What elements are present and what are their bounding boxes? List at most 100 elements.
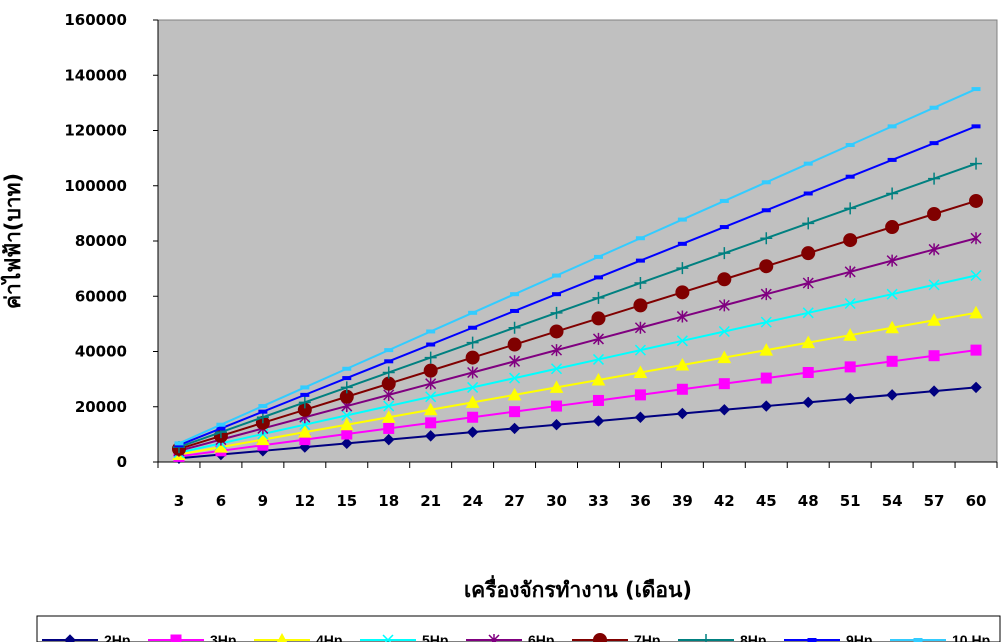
legend-label: 10 Hp (952, 632, 990, 642)
data-point (509, 372, 521, 384)
data-point (509, 406, 521, 418)
data-point (634, 344, 646, 356)
data-point (170, 634, 182, 642)
data-point (885, 320, 899, 334)
data-point (550, 363, 563, 375)
x-tick-label: 57 (924, 492, 945, 510)
y-tick-label: 120000 (64, 122, 127, 140)
data-point (886, 355, 898, 367)
data-point (592, 353, 605, 365)
y-tick-label: 0 (117, 453, 127, 471)
data-point (507, 337, 522, 352)
data-point (801, 246, 816, 261)
data-point (591, 311, 606, 326)
data-point (551, 400, 563, 412)
data-point (550, 306, 563, 319)
x-axis-title: เครื่องจักรทำงาน (เดือน) (464, 574, 692, 602)
data-point (886, 288, 898, 300)
data-point (339, 417, 354, 431)
x-tick-label: 3 (174, 492, 184, 510)
data-point (507, 387, 522, 401)
y-tick-label: 20000 (75, 398, 127, 416)
data-point (718, 299, 730, 312)
data-point (342, 366, 352, 371)
x-tick-label: 33 (588, 492, 609, 510)
series-line (178, 311, 977, 456)
series-line (178, 349, 977, 458)
data-point (510, 308, 520, 313)
legend-item: 4Hp (254, 632, 342, 642)
legend-item: 6Hp (466, 632, 554, 642)
data-point (803, 161, 813, 166)
data-point (256, 432, 270, 446)
data-point (216, 422, 226, 427)
data-point (426, 329, 436, 334)
data-point (845, 143, 855, 148)
data-point (552, 273, 562, 278)
data-point (885, 220, 900, 235)
x-tick-label: 27 (504, 492, 525, 510)
series-6hp (173, 232, 982, 457)
x-tick-label: 6 (216, 492, 226, 510)
data-point (591, 372, 606, 386)
data-point (760, 232, 773, 245)
data-point (927, 313, 941, 326)
data-point (383, 433, 395, 446)
y-tick-label: 40000 (75, 343, 127, 361)
series-line (178, 88, 977, 445)
data-point (508, 422, 521, 435)
data-point (969, 305, 983, 319)
data-point (802, 276, 814, 289)
data-point (676, 383, 688, 395)
data-point (384, 348, 394, 353)
data-point (174, 441, 184, 446)
data-point (258, 409, 268, 414)
x-tick-label: 18 (378, 492, 399, 510)
legend-item: 5Hp (360, 632, 448, 642)
x-tick-label: 12 (294, 492, 315, 510)
x-tick-label: 30 (546, 492, 567, 510)
data-point (802, 366, 814, 378)
data-point (928, 243, 940, 256)
series-5hp (173, 270, 982, 459)
data-point (676, 407, 689, 420)
data-point (508, 321, 521, 334)
data-point (633, 365, 648, 378)
data-point (593, 633, 607, 642)
data-point (844, 265, 856, 278)
data-point (425, 417, 437, 429)
legend: 2Hp 3Hp 4Hp 5Hp 6Hp 7Hp 8Hp 9Hp 10 Hp (42, 632, 990, 642)
data-point (634, 321, 646, 334)
data-point (929, 141, 939, 146)
data-point (675, 285, 690, 300)
y-tick-label: 80000 (75, 232, 127, 250)
data-point (381, 410, 396, 423)
data-point (844, 361, 856, 373)
data-point (635, 258, 645, 263)
data-point (634, 276, 647, 289)
legend-item: 3Hp (148, 632, 236, 642)
data-point (676, 310, 688, 323)
data-point (970, 344, 982, 356)
data-point (258, 404, 268, 409)
data-point (759, 259, 774, 274)
data-point (807, 638, 817, 642)
data-point (928, 350, 940, 362)
y-axis-title: ค่าไฟฟ้า(บาท) (0, 173, 25, 309)
data-point (300, 392, 310, 397)
data-point (383, 422, 395, 434)
legend-label: 8Hp (740, 632, 766, 642)
legend-label: 9Hp (846, 632, 872, 642)
data-point (549, 324, 564, 339)
data-point (298, 396, 311, 409)
x-tick-label: 42 (714, 492, 735, 510)
x-tick-label: 60 (966, 492, 987, 510)
data-point (424, 430, 437, 442)
data-point (467, 411, 479, 423)
x-tick-label: 15 (336, 492, 357, 510)
data-point (843, 328, 858, 341)
data-point (509, 355, 521, 368)
x-axis: 3 6 9 12 15 18 21 24 27 30 33 36 39 42 45 48 51 54 57 60 (157, 461, 998, 510)
data-point (593, 254, 603, 259)
x-tick-label: 9 (258, 492, 268, 510)
